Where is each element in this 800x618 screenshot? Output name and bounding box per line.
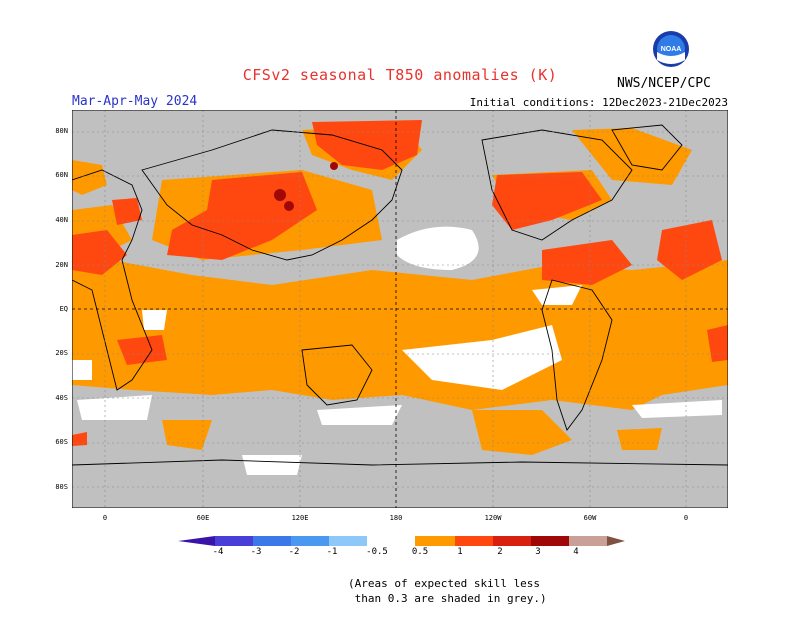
noaa-logo-text: NOAA xyxy=(661,46,682,53)
anomaly-near-zero xyxy=(72,226,722,475)
lat-label: 40S xyxy=(55,394,68,402)
anomaly-map xyxy=(72,110,728,508)
lon-label: 0 xyxy=(683,514,689,522)
colorbar-label: -2 xyxy=(288,547,300,557)
lon-label: 180 xyxy=(389,514,403,522)
colorbar-swatch xyxy=(367,536,415,546)
grid-lines xyxy=(72,110,728,508)
colorbar xyxy=(178,536,625,546)
skill-note-line: (Areas of expected skill less xyxy=(348,577,541,590)
colorbar-swatch xyxy=(291,536,329,546)
colorbar-label: -0.5 xyxy=(366,547,388,557)
colorbar-label: -1 xyxy=(326,547,338,557)
colorbar-label: 2 xyxy=(497,547,503,557)
lat-label: 80N xyxy=(55,127,68,135)
initial-conditions-label: Initial conditions: 12Dec2023-21Dec2023 xyxy=(469,96,728,109)
lon-label: 60W xyxy=(583,514,597,522)
colorbar-swatch xyxy=(329,536,367,546)
lat-label: 20N xyxy=(55,261,68,269)
colorbar-high-arrow xyxy=(607,536,625,546)
chart-title: CFSv2 seasonal T850 anomalies (K) xyxy=(242,66,558,84)
colorbar-label: 0.5 xyxy=(411,547,429,557)
lat-label: 40N xyxy=(55,216,68,224)
lon-label: 0 xyxy=(102,514,108,522)
agency-label: NWS/NCEP/CPC xyxy=(617,76,711,91)
lat-label: 60N xyxy=(55,171,68,179)
colorbar-label: -3 xyxy=(250,547,262,557)
colorbar-swatch xyxy=(531,536,569,546)
colorbar-low-arrow xyxy=(178,536,215,546)
lat-label: EQ xyxy=(59,305,68,313)
colorbar-swatch xyxy=(455,536,493,546)
colorbar-swatch xyxy=(215,536,253,546)
season-label: Mar-Apr-May 2024 xyxy=(72,94,198,109)
colorbar-label: 4 xyxy=(573,547,579,557)
reference-lines xyxy=(72,110,728,508)
skill-note: (Areas of expected skill less than 0.3 a… xyxy=(348,576,547,606)
colorbar-label: 3 xyxy=(535,547,541,557)
coastlines xyxy=(72,124,728,466)
lon-label: 60E xyxy=(196,514,210,522)
colorbar-swatch xyxy=(253,536,291,546)
noaa-logo: NOAA xyxy=(653,31,689,67)
lon-label: 120W xyxy=(484,514,502,522)
lat-label: 80S xyxy=(55,483,68,491)
skill-note-line: than 0.3 are shaded in grey.) xyxy=(348,592,547,605)
colorbar-label: 1 xyxy=(457,547,463,557)
colorbar-swatch xyxy=(493,536,531,546)
colorbar-swatch xyxy=(569,536,607,546)
lon-label: 120E xyxy=(291,514,309,522)
anomaly-positive-2-3 xyxy=(274,162,338,211)
lat-label: 20S xyxy=(55,349,68,357)
colorbar-swatch xyxy=(415,536,455,546)
lat-label: 60S xyxy=(55,438,68,446)
colorbar-label: -4 xyxy=(212,547,224,557)
